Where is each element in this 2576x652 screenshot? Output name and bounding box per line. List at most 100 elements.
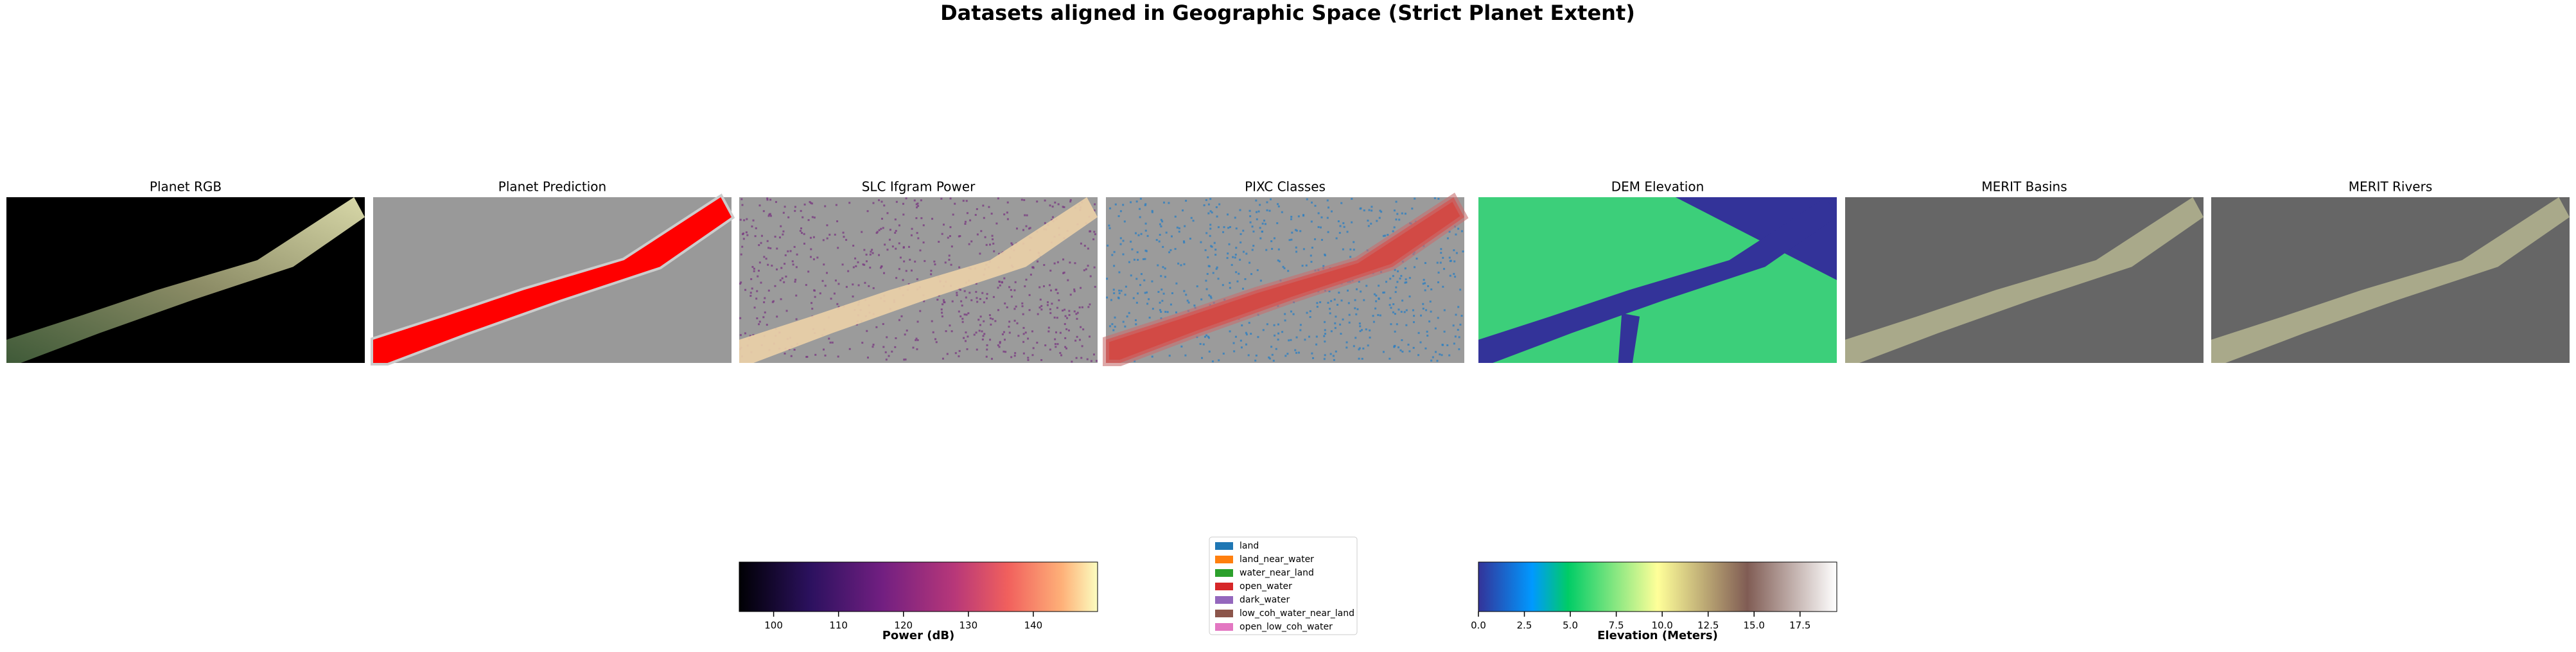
speckle [766,324,768,326]
speckle [1062,258,1065,261]
speckle [1078,339,1081,341]
colorbar-label: Elevation (Meters) [1597,629,1718,642]
speckle [1211,360,1214,363]
speckle [989,317,992,320]
speckle [1268,357,1271,360]
speckle [764,311,766,313]
speckle [1408,295,1411,298]
speckle [1136,251,1139,254]
speckle [793,349,796,351]
speckle [993,250,995,252]
speckle [847,270,850,272]
speckle [1054,338,1056,340]
speckle [961,304,963,307]
speckle [1358,348,1360,351]
speckle [1068,313,1071,316]
speckle [802,216,804,218]
speckle [1270,240,1273,243]
speckle [1453,249,1455,252]
speckle [1205,334,1208,337]
panel-title: Planet Prediction [498,179,606,195]
speckle [1015,305,1017,308]
speckle [1356,288,1358,290]
speckle [1393,226,1396,229]
speckle [814,295,816,298]
colorbar-tick-label: 5.0 [1563,620,1578,631]
speckle [1452,324,1455,327]
speckle [1146,303,1149,305]
speckle [963,290,966,292]
speckle [1281,211,1283,213]
speckle [1187,301,1190,304]
speckle [933,260,936,263]
speckle [1157,290,1160,293]
speckle [811,308,814,310]
speckle [1229,330,1231,333]
speckle [1209,198,1212,200]
speckle [1351,198,1353,200]
speckle [1317,225,1320,228]
speckle [1130,201,1132,204]
speckle [1251,249,1254,251]
speckle [776,315,778,318]
colorbar [1478,561,1837,612]
speckle [1068,310,1071,312]
speckle [1382,234,1385,237]
speckle [1056,343,1059,346]
speckle [878,229,881,231]
speckle [1412,347,1415,349]
speckle [866,357,869,359]
speckle [1108,224,1110,227]
colorbars: 100 110 120 130 140 Power (dB) 0.0 2.5 5.0 7.5 10.… [739,561,1837,642]
speckle [1404,213,1406,215]
speckle [1003,350,1005,353]
speckle [1244,278,1247,281]
speckle [750,278,753,281]
speckle [1214,249,1217,251]
speckle [794,209,796,212]
speckle [813,216,816,219]
speckle [1404,281,1406,284]
speckle [1419,341,1422,344]
speckle [1263,219,1265,222]
speckle [1049,269,1052,272]
speckle [1294,349,1297,351]
speckle [1276,222,1279,224]
speckle [1201,357,1204,359]
speckle [992,318,994,321]
speckle [1290,310,1292,313]
speckle [880,227,882,230]
speckle [986,293,988,295]
speckle [780,298,782,301]
speckle [1064,308,1066,311]
colorbar-tick-label: 120 [894,620,913,631]
speckle [1144,222,1147,225]
speckle [1314,238,1317,240]
speckle [1021,302,1024,304]
speckle [1180,345,1183,348]
speckle [1208,350,1211,353]
speckle [1347,289,1349,292]
speckle [1392,311,1394,313]
speckle [807,270,810,273]
speckle [1162,201,1165,204]
speckle [1408,277,1411,279]
speckle [1025,278,1028,281]
speckle [1311,201,1313,204]
river [1478,197,1837,363]
speckle [1074,339,1077,342]
speckle [741,204,744,206]
speckle [938,294,940,297]
speckle [941,312,943,314]
speckle [1144,229,1147,232]
speckle [1006,201,1009,204]
speckle [751,287,753,290]
speckle [810,302,813,304]
speckle [889,229,891,231]
speckle [1324,333,1326,335]
speckle [1356,308,1359,310]
speckle [803,203,806,206]
speckle [1054,343,1056,346]
speckle [1345,341,1348,344]
speckle [1058,299,1060,301]
